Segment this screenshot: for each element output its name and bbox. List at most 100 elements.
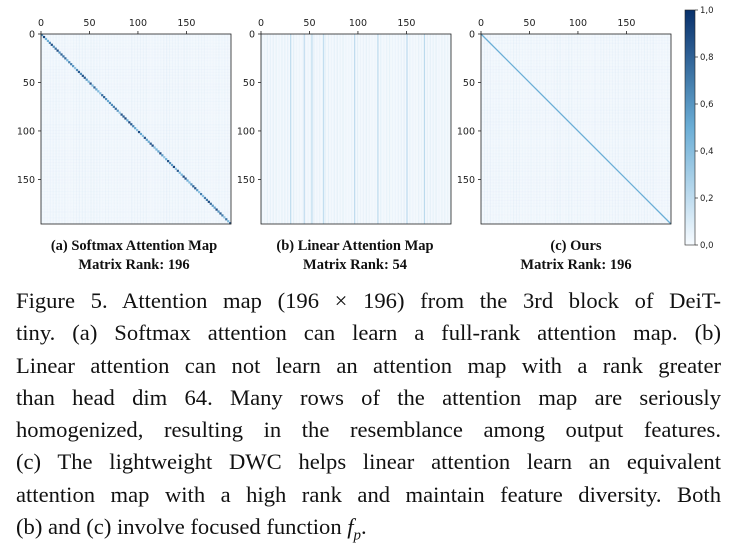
heatmap-column-band [154,34,156,224]
heatmap-column-band [213,34,214,224]
heatmap-column-band [586,34,587,224]
heatmap-column-band [383,34,385,224]
diagonal-cell [81,74,84,77]
heatmap-column-band [263,34,266,224]
heatmap-column-band [47,34,48,224]
heatmap-column-band [658,34,659,224]
heatmap-column-band [403,34,405,224]
heatmap-row-band [481,36,671,39]
heatmap-column-band [157,34,159,224]
heatmap-row-band [41,100,231,103]
heatmap-column-band [84,34,86,224]
heatmap-row-band [481,161,671,164]
heatmap-row-band [41,159,231,161]
heatmap-row-band [41,182,231,184]
heatmap-row-band [481,101,671,102]
heatmap-row-band [481,129,671,132]
heatmap-softmax: 00 50 50 100 100 150 150 [17,18,232,225]
y-tick-label: 100 [17,126,35,137]
heatmap-row-band [41,45,231,47]
heatmap-column-band [426,34,428,224]
heatmap-column-band [374,34,376,224]
heatmap-column-band [603,34,605,224]
heatmap-column-band [195,34,197,224]
heatmap-column-band [574,34,575,224]
heatmap-column-band [52,34,54,224]
heatmap-row-band [481,121,671,123]
heatmap-column-band [489,34,491,224]
heatmap-row-band [41,95,231,96]
diagonal-cell [44,37,48,41]
heatmap-row-band [481,75,671,76]
colorbar: 0,0 0,2 0,4 0,6 0,8 1,0 [684,6,714,250]
heatmap-column-band [180,34,182,224]
math-f: f [347,514,354,540]
heatmap-row-band [481,174,671,175]
diagonal-cell [213,206,216,209]
caption-line-7: attention map with a high rank and maint… [16,481,721,507]
diagonal-cell [108,101,112,105]
diagonal-cell [79,72,82,75]
diagonal-cell [85,78,88,81]
diagonal-cell [163,156,166,159]
heatmap-column-band [151,34,153,224]
heatmap-row-band [481,220,671,222]
heatmap-column-band [539,34,541,224]
heatmap-column-band [507,34,509,224]
heatmap-background [261,34,451,224]
heatmap-row-band [41,54,231,56]
diagonal-cell [207,200,210,203]
heatmap-column-band [418,34,420,224]
heatmap-column-band [354,34,356,224]
heatmap-row-band [41,115,231,117]
diagonal-cell [229,222,232,225]
heatmap-column-band [128,34,129,224]
diagonal-cell [46,39,50,43]
diagonal-cell [50,43,53,46]
heatmap-column-band [623,34,625,224]
diagonal-cell [186,179,189,182]
colorbar-tick-label: 0,4 [700,147,714,157]
heatmap-column-band [600,34,602,224]
heatmap-row-band [41,104,231,105]
heatmap-column-band [368,34,370,224]
heatmap-row-band [41,77,231,79]
heatmap-row-band [41,179,231,181]
heatmap-column-band [394,34,396,224]
heatmap-column-band [78,34,80,224]
heatmap-column-band [571,34,573,224]
colorbar-tick-label: 0,2 [700,194,714,204]
diagonal-cell [205,198,208,201]
heatmap-row-band [481,193,671,196]
heatmap-row-band [481,104,671,105]
heatmap-row-band [481,164,671,167]
heatmap-column-band [391,34,394,224]
heatmap-column-band [207,34,208,224]
diagonal-cell [73,66,77,70]
diagonal-cell [116,109,119,112]
figure-caption: Figure 5. Attention map (196 × 196) from… [16,285,721,552]
heatmap-row-band [481,217,671,218]
diagonal-cell [227,220,230,223]
heatmap-column-band [649,34,651,224]
heatmap-row-band [41,161,231,164]
heatmap-column-band [533,34,535,224]
heatmap-column-band [501,34,503,224]
heatmap-row-band [481,150,671,151]
diagonal-cell [149,142,152,145]
heatmap-row-band [41,71,231,73]
heatmap-column-band [215,34,217,224]
heatmap-row-band [481,60,671,62]
heatmap-column-band [183,34,185,224]
heatmap-column-band [110,34,112,224]
diagonal-cell [219,212,222,215]
caption-line-6: (c) The lightweight DWC helps linear att… [16,449,721,475]
heatmap-column-band [377,34,379,224]
heatmap-column-band [139,34,142,224]
x-tick-label: 0 [38,18,44,29]
x-tick-label: 50 [303,18,315,29]
heatmap-column-band [638,34,640,224]
heatmap-column-band [371,34,373,224]
heatmap-row-band [481,170,671,172]
diagonal-cell [68,61,71,64]
